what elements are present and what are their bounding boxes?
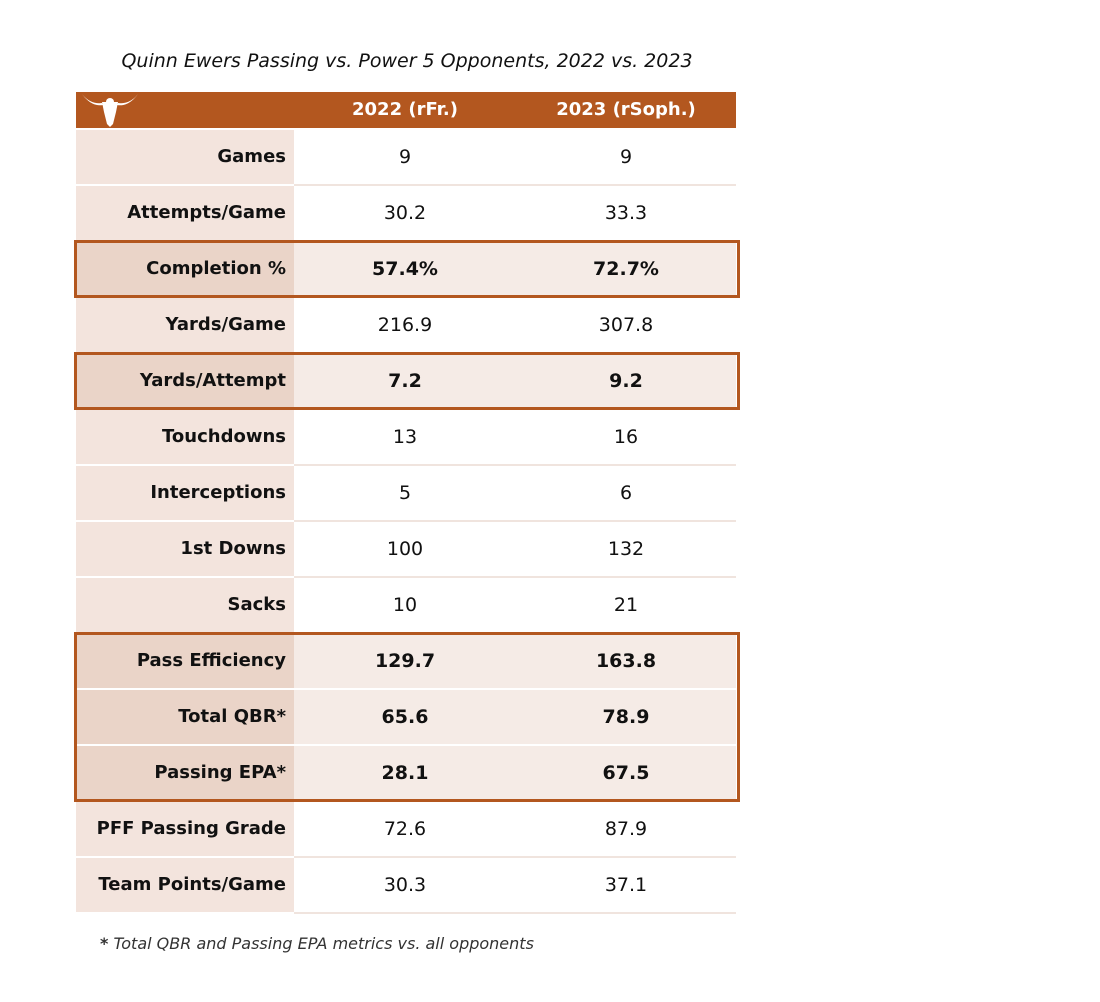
row-label: Completion % xyxy=(76,242,294,296)
value-2023: 78.9 xyxy=(516,690,736,746)
row-label: Sacks xyxy=(76,578,294,632)
value-2022: 65.6 xyxy=(294,690,516,746)
value-2022: 7.2 xyxy=(294,354,516,410)
table-row: Yards/Attempt 7.2 9.2 xyxy=(76,354,736,410)
row-label: Yards/Attempt xyxy=(76,354,294,408)
value-2022: 100 xyxy=(294,522,516,578)
row-label: Pass Efficiency xyxy=(76,634,294,688)
value-2022: 28.1 xyxy=(294,746,516,802)
table-row: 1st Downs 100 132 xyxy=(76,522,736,578)
value-2023: 21 xyxy=(516,578,736,634)
row-label: Attempts/Game xyxy=(76,186,294,240)
value-2023: 37.1 xyxy=(516,858,736,914)
row-label: Yards/Game xyxy=(76,298,294,352)
row-label: Touchdowns xyxy=(76,410,294,464)
value-2022: 10 xyxy=(294,578,516,634)
table-row: Games 9 9 xyxy=(76,130,736,186)
table-row: Attempts/Game 30.2 33.3 xyxy=(76,186,736,242)
table-row: Completion % 57.4% 72.7% xyxy=(76,242,736,298)
table-body: Games 9 9 Attempts/Game 30.2 33.3 Completion %… xyxy=(76,130,736,914)
longhorn-logo-icon xyxy=(82,94,138,127)
footnote-text: Total QBR and Passing EPA metrics vs. al… xyxy=(113,934,534,953)
value-2022: 30.2 xyxy=(294,186,516,242)
value-2023: 9 xyxy=(516,130,736,186)
value-2023: 87.9 xyxy=(516,802,736,858)
row-label: Passing EPA* xyxy=(76,746,294,800)
value-2023: 6 xyxy=(516,466,736,522)
value-2022: 13 xyxy=(294,410,516,466)
row-label: Interceptions xyxy=(76,466,294,520)
value-2023: 163.8 xyxy=(516,634,736,690)
table-row: Yards/Game 216.9 307.8 xyxy=(76,298,736,354)
footnote: * Total QBR and Passing EPA metrics vs. … xyxy=(100,934,534,953)
value-2023: 72.7% xyxy=(516,242,736,298)
value-2022: 72.6 xyxy=(294,802,516,858)
stats-table: 2022 (rFr.) 2023 (rSoph.) Games 9 9 Attempt… xyxy=(76,92,736,914)
table-header: 2022 (rFr.) 2023 (rSoph.) xyxy=(76,92,736,128)
column-header-2022: 2022 (rFr.) xyxy=(352,99,458,120)
value-2022: 216.9 xyxy=(294,298,516,354)
table-row: Total QBR* 65.6 78.9 xyxy=(76,690,736,746)
table-row: PFF Passing Grade 72.6 87.9 xyxy=(76,802,736,858)
value-2023: 9.2 xyxy=(516,354,736,410)
row-label: Team Points/Game xyxy=(76,858,294,912)
value-2023: 307.8 xyxy=(516,298,736,354)
value-2022: 129.7 xyxy=(294,634,516,690)
row-label: PFF Passing Grade xyxy=(76,802,294,856)
table-row: Team Points/Game 30.3 37.1 xyxy=(76,858,736,914)
row-label: Total QBR* xyxy=(76,690,294,744)
value-2022: 57.4% xyxy=(294,242,516,298)
table-row: Interceptions 5 6 xyxy=(76,466,736,522)
table-row: Touchdowns 13 16 xyxy=(76,410,736,466)
footnote-mark: * xyxy=(100,934,109,953)
table-row: Sacks 10 21 xyxy=(76,578,736,634)
value-2023: 67.5 xyxy=(516,746,736,802)
column-header-2023: 2023 (rSoph.) xyxy=(556,99,696,120)
value-2022: 9 xyxy=(294,130,516,186)
row-label: Games xyxy=(76,130,294,184)
value-2022: 5 xyxy=(294,466,516,522)
table-title: Quinn Ewers Passing vs. Power 5 Opponent… xyxy=(121,50,693,72)
value-2023: 132 xyxy=(516,522,736,578)
table-row: Passing EPA* 28.1 67.5 xyxy=(76,746,736,802)
table-row: Pass Efficiency 129.7 163.8 xyxy=(76,634,736,690)
value-2022: 30.3 xyxy=(294,858,516,914)
value-2023: 33.3 xyxy=(516,186,736,242)
value-2023: 16 xyxy=(516,410,736,466)
row-label: 1st Downs xyxy=(76,522,294,576)
